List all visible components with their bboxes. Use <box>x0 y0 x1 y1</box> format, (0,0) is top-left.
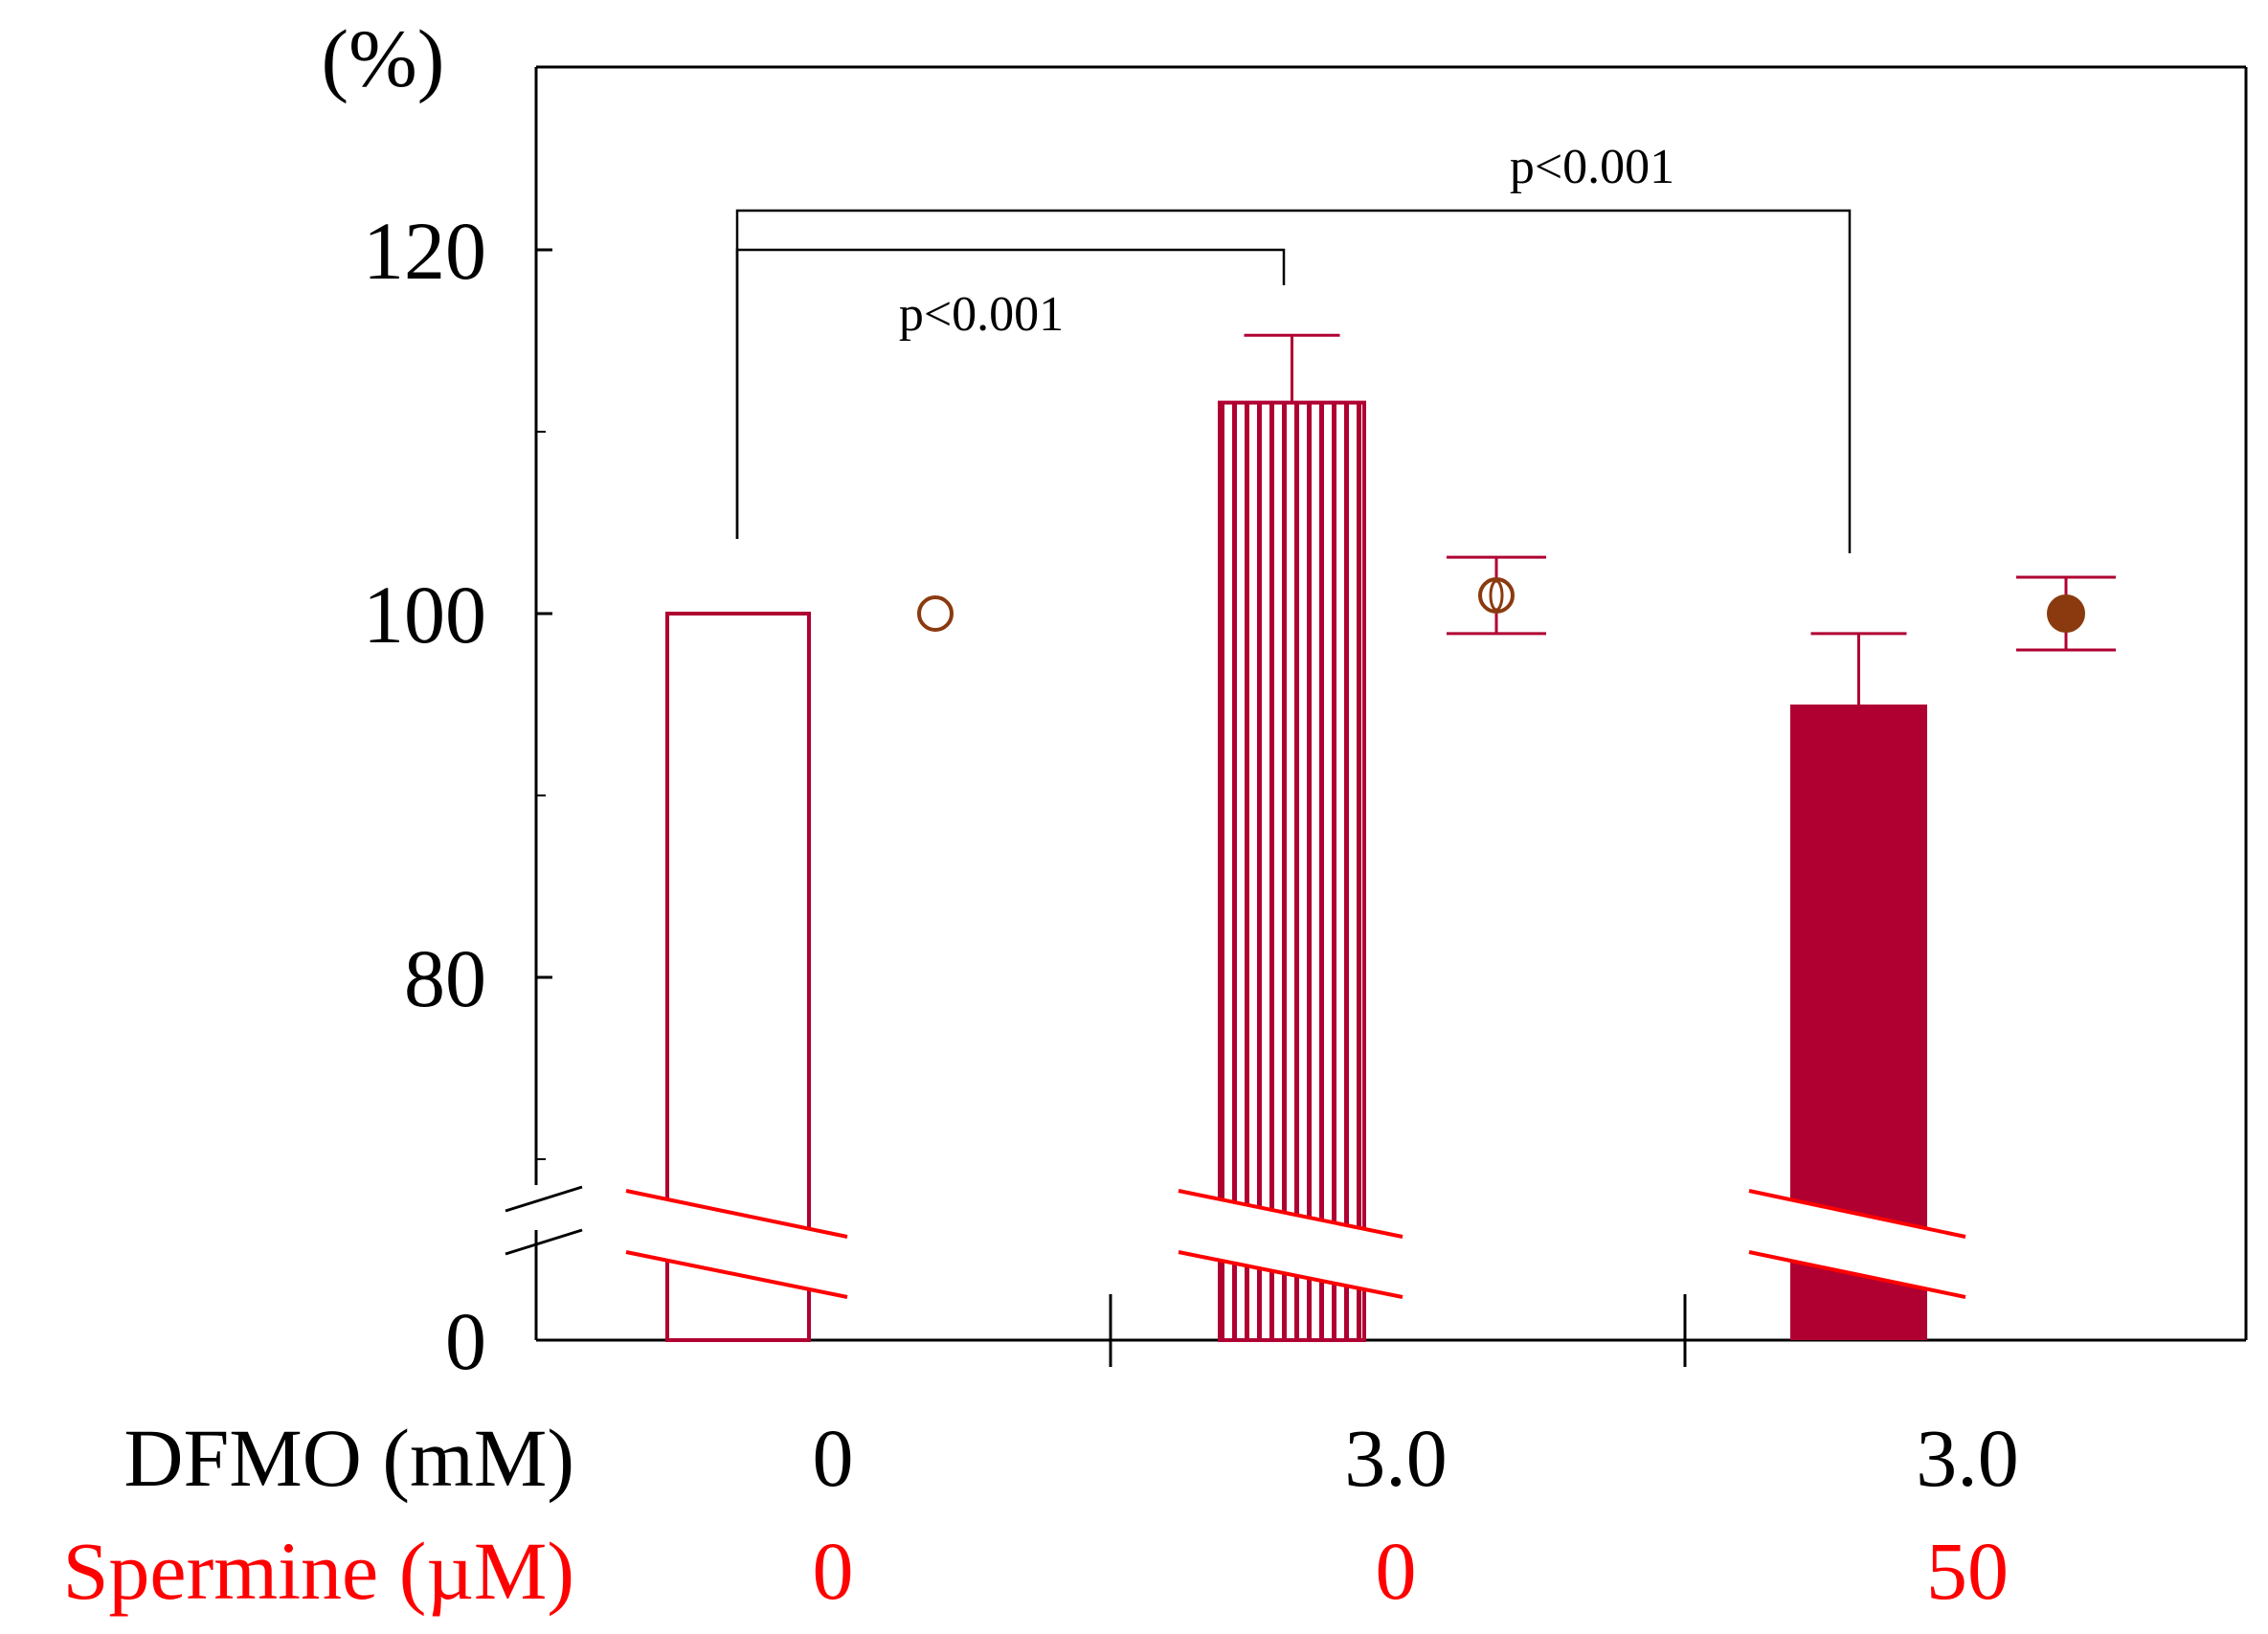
significance-label: p<0.001 <box>1510 140 1674 194</box>
spermine-row-label: Spermine (µM) <box>63 1525 574 1617</box>
y-axis-break <box>505 1185 583 1256</box>
data-point-hatch <box>1489 579 1504 612</box>
y-tick-label: 0 <box>445 1295 486 1387</box>
significance-label: p<0.001 <box>899 287 1064 342</box>
y-break-mark <box>505 1185 583 1213</box>
dfmo-value-label: 3.0 <box>1344 1412 1448 1504</box>
bar-break-line <box>1178 1189 1403 1239</box>
bar-break-line <box>1748 1250 1966 1299</box>
significance-brackets: p<0.001 p<0.001 <box>735 140 1852 553</box>
plot-frame <box>534 65 2248 1342</box>
y-axis-label: (%) <box>322 12 445 104</box>
bar-break-gap <box>1179 1191 1403 1297</box>
bar-break-gap <box>1749 1191 1965 1297</box>
bar-break-line <box>625 1189 848 1239</box>
data-point <box>917 595 954 632</box>
dfmo-row-label: DFMO (mM) <box>124 1412 574 1504</box>
y-tick-label: 100 <box>363 569 486 660</box>
bar <box>1218 400 1366 1343</box>
bar-break-line <box>625 1250 848 1299</box>
spermine-value-label: 50 <box>1926 1525 2009 1617</box>
spermine-value-label: 0 <box>1376 1525 1417 1617</box>
spermine-value-label: 0 <box>813 1525 854 1617</box>
significance-bracket <box>735 209 1852 553</box>
dfmo-value-label: 3.0 <box>1916 1412 2019 1504</box>
y-break-mark <box>505 1228 583 1256</box>
data-point <box>1478 577 1515 614</box>
x-separators <box>1109 1294 1687 1367</box>
y-tick-label: 120 <box>363 205 486 297</box>
x-labels: 0 0 3.0 0 3.0 50 <box>813 1412 2019 1617</box>
data-point <box>2047 594 2085 633</box>
y-tick-label: 80 <box>404 932 486 1024</box>
bar-break-line <box>1748 1189 1966 1239</box>
bar-break-gap <box>626 1191 847 1297</box>
bar-break-line <box>1178 1250 1403 1299</box>
bars <box>665 333 1927 1343</box>
y-ticks: 120 100 80 0 <box>363 205 552 1387</box>
bar-breaks <box>625 1189 1966 1299</box>
dfmo-value-label: 0 <box>813 1412 854 1504</box>
points <box>917 555 2116 652</box>
